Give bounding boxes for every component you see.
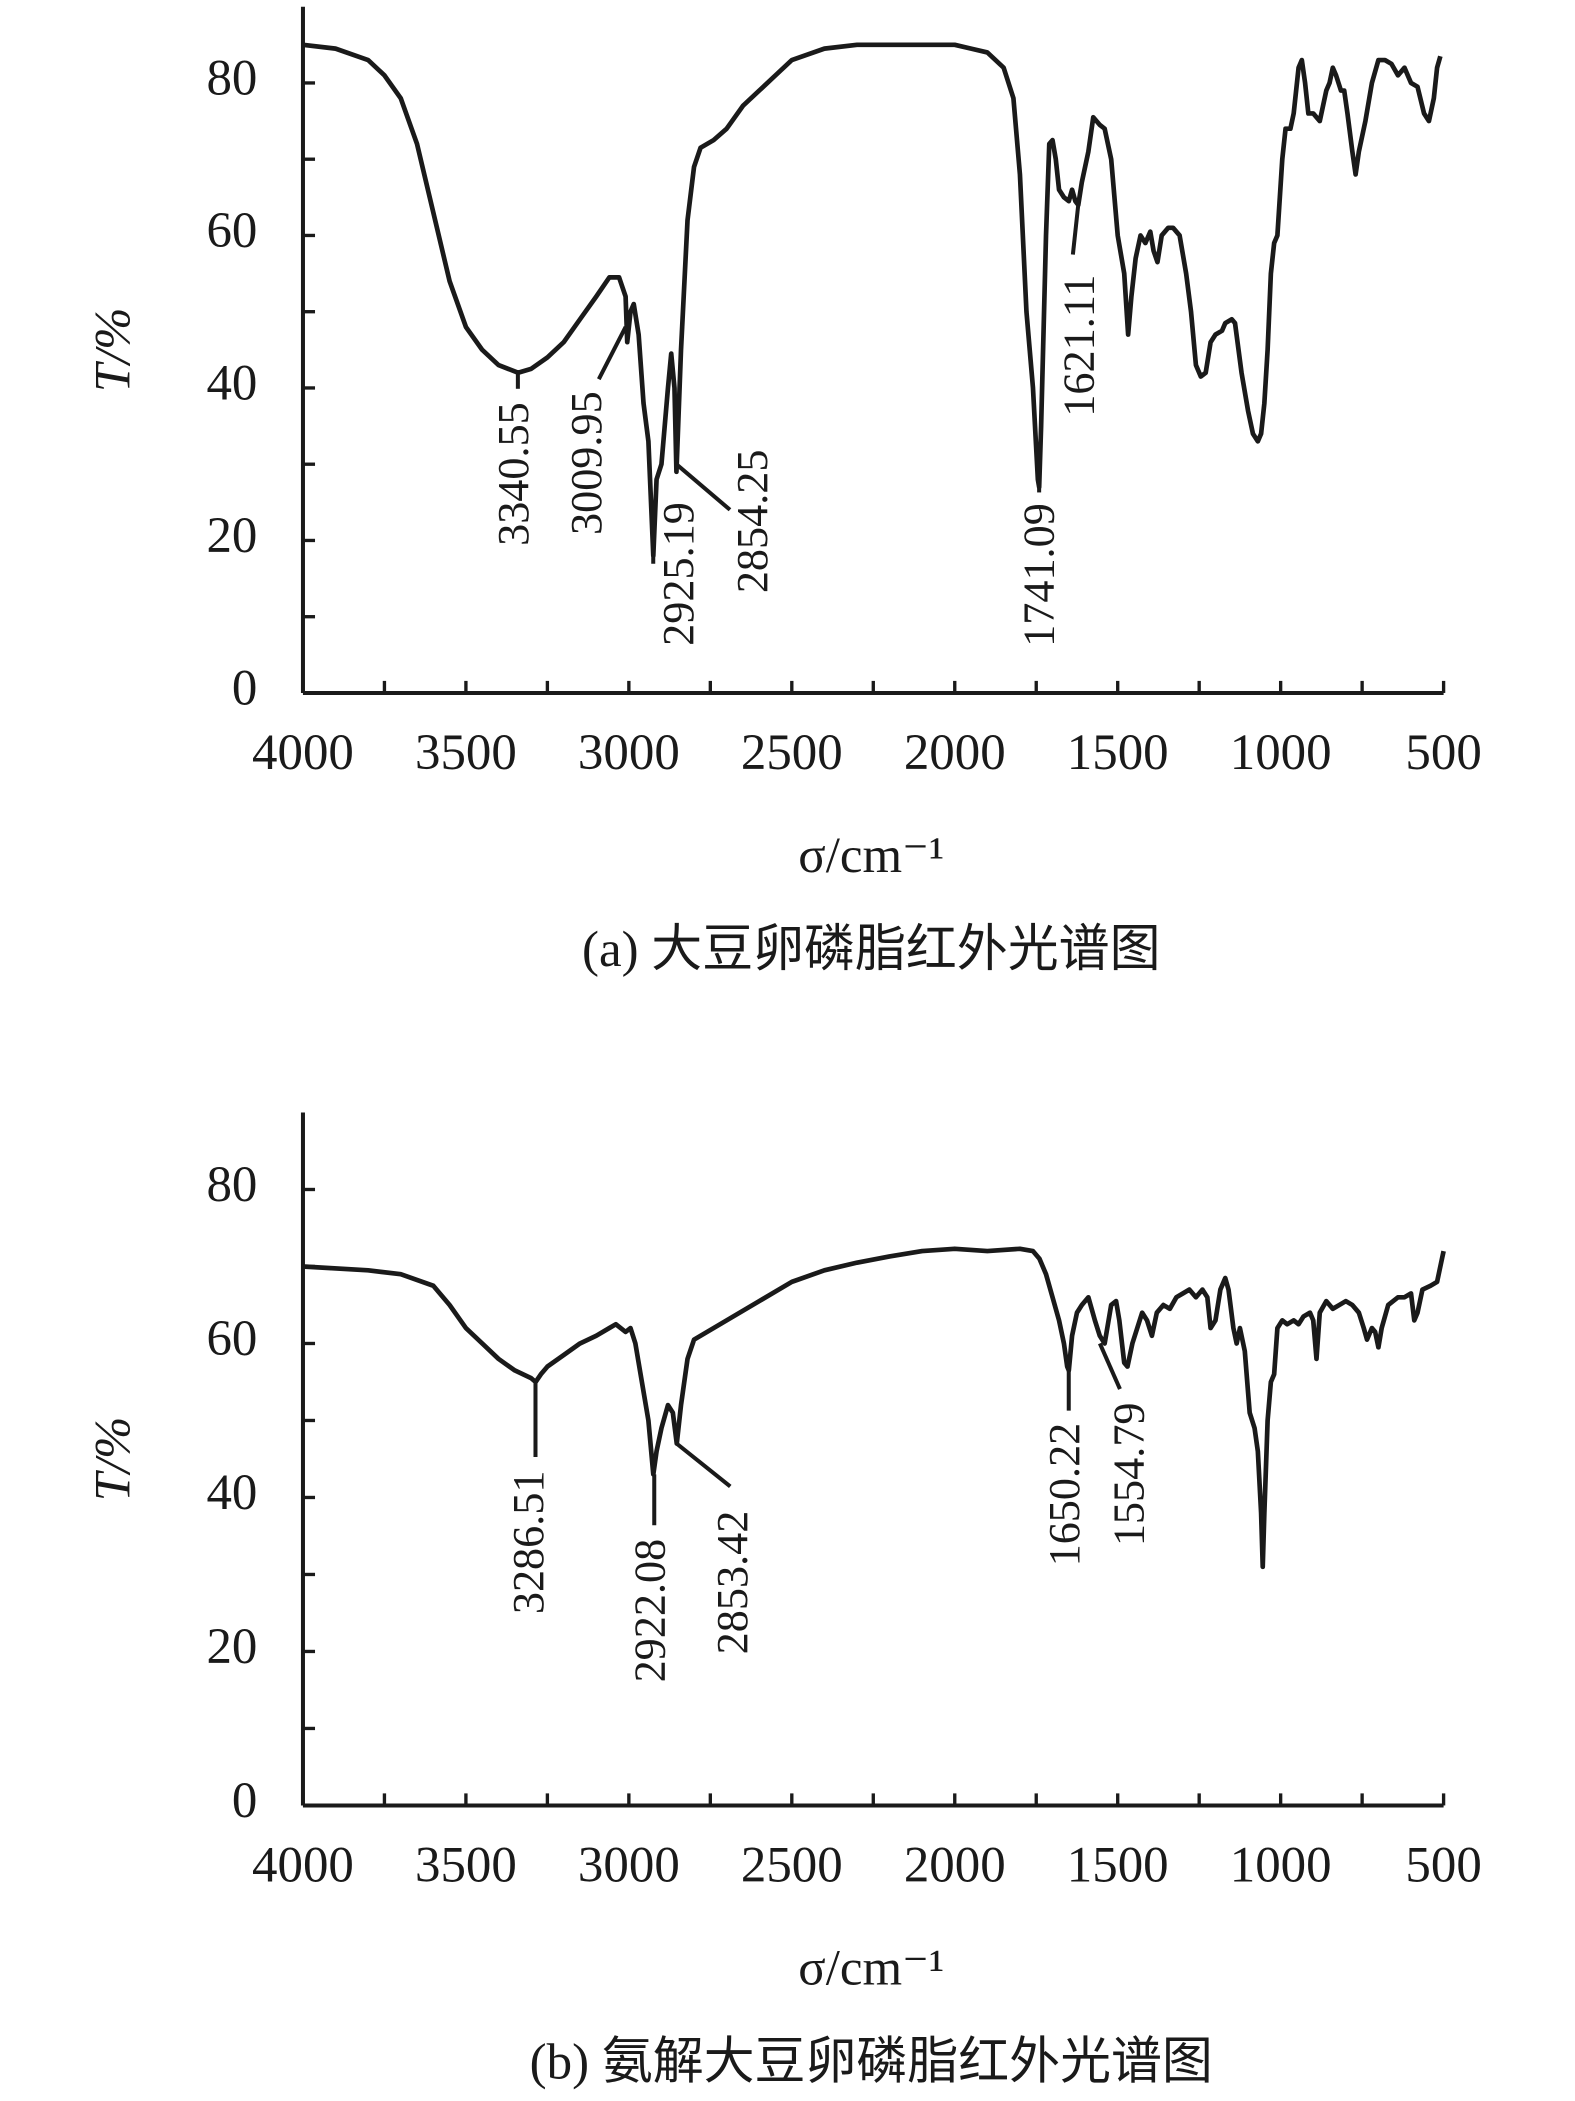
y-tick-label: 60	[206, 203, 257, 259]
x-tick-label: 2000	[904, 1837, 1006, 1893]
peak-label: 3009.95	[562, 391, 611, 535]
peak-leader	[1098, 1342, 1122, 1390]
x-tick-label: 2500	[741, 1837, 843, 1893]
peak-label: 2853.42	[708, 1511, 757, 1655]
peak-leader	[597, 326, 628, 381]
peak-label: 1554.79	[1105, 1402, 1154, 1546]
x-axis-label: σ/cm⁻¹	[798, 828, 944, 884]
peak-leader	[675, 462, 732, 512]
peak-label: 1650.22	[1040, 1423, 1089, 1567]
y-tick-label: 80	[206, 51, 257, 107]
spectrum-line	[302, 1246, 1446, 1570]
x-tick-label: 1500	[1067, 725, 1169, 781]
y-axis-label: T/%	[86, 307, 142, 392]
x-tick-label: 2500	[741, 725, 843, 781]
peak-leader	[675, 1442, 732, 1489]
x-tick-label: 3500	[415, 725, 517, 781]
y-tick-label: 40	[206, 356, 257, 412]
peak-label: 1621.11	[1055, 275, 1104, 417]
x-tick-label: 4000	[252, 1837, 354, 1893]
y-axis-label: T/%	[86, 1417, 142, 1502]
y-tick-label: 0	[232, 1773, 257, 1829]
caption: (b) 氨解大豆卵磷脂红外光谱图	[530, 2035, 1213, 2091]
peak-label: 3286.51	[504, 1470, 553, 1614]
x-axis-label: σ/cm⁻¹	[798, 1941, 944, 1997]
peak-label: 3340.55	[489, 402, 538, 546]
x-tick-label: 500	[1405, 725, 1481, 781]
y-tick-label: 80	[206, 1157, 257, 1213]
peak-label: 2854.25	[728, 449, 777, 593]
x-tick-label: 1000	[1230, 725, 1332, 781]
y-tick-label: 60	[206, 1311, 257, 1367]
y-tick-label: 20	[206, 1619, 257, 1675]
peak-label: 1741.09	[1014, 503, 1063, 647]
x-tick-label: 2000	[904, 725, 1006, 781]
x-tick-label: 500	[1405, 1837, 1481, 1893]
caption: (a) 大豆卵磷脂红外光谱图	[582, 922, 1160, 978]
x-tick-label: 3000	[578, 725, 680, 781]
y-tick-label: 40	[206, 1465, 257, 1521]
peak-label: 2922.08	[625, 1539, 674, 1683]
x-tick-label: 4000	[252, 725, 354, 781]
peak-label: 2925.19	[654, 502, 703, 646]
x-tick-label: 3500	[415, 1837, 517, 1893]
spectrum-line	[302, 42, 1443, 559]
y-tick-label: 0	[232, 661, 257, 717]
y-tick-label: 20	[206, 508, 257, 564]
peak-leader	[1070, 204, 1081, 255]
x-tick-label: 1500	[1067, 1837, 1169, 1893]
x-tick-label: 3000	[578, 1837, 680, 1893]
x-tick-label: 1000	[1230, 1837, 1332, 1893]
